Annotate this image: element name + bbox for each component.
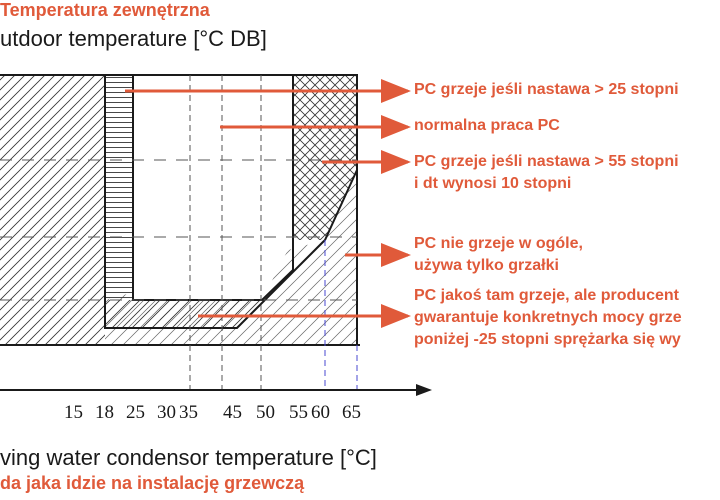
x-axis-title-en: ving water condensor temperature [°C] — [0, 445, 377, 470]
annotation-setpoint-25: PC grzeje jeśli nastawa > 25 stopni — [414, 81, 679, 98]
x-axis — [0, 384, 432, 396]
annotation-normal-operation: normalna praca PC — [414, 117, 560, 134]
region-setpoint-25 — [105, 75, 133, 300]
annotation-no-heat-line1: PC nie grzeje w ogóle, — [414, 235, 583, 252]
x-tick-label: 45 — [223, 402, 242, 423]
region-outlines — [0, 74, 360, 346]
x-tick-label: 65 — [342, 402, 361, 423]
y-axis-title-en: utdoor temperature [°C DB] — [0, 26, 267, 51]
annotation-limited-line3: poniżej -25 stopni sprężarka się wy — [414, 331, 681, 348]
annotation-arrows — [125, 79, 411, 328]
x-tick-label: 18 — [95, 402, 114, 423]
x-axis-arrowhead — [416, 384, 432, 396]
temperature-gridlines — [0, 159, 357, 301]
region-setpoint-55 — [293, 75, 357, 240]
x-tick-label: 35 — [179, 402, 198, 423]
x-tick-label: 60 — [311, 402, 330, 423]
x-tick-label: 30 — [157, 402, 176, 423]
x-tick-label: 25 — [126, 402, 145, 423]
annotation-setpoint-55-line1: PC grzeje jeśli nastawa > 55 stopni — [414, 153, 679, 170]
annotation-limited-line1: PC jakoś tam grzeje, ale producent — [414, 287, 679, 304]
y-axis-title-pl: Temperatura zewnętrzna — [0, 0, 210, 20]
region-normal — [133, 75, 293, 300]
x-tick-label: 50 — [256, 402, 275, 423]
x-tick-label: 15 — [64, 402, 83, 423]
region-limited-heat — [105, 300, 262, 328]
annotation-limited-line2: gwarantuje konkretnych mocy grze — [414, 309, 682, 326]
annotation-setpoint-55-line2: i dt wynosi 10 stopni — [414, 175, 572, 192]
x-axis-title-pl: da jaka idzie na instalację grzewczą — [0, 473, 305, 493]
annotation-no-heat-line2: używa tylko grzałki — [414, 257, 559, 274]
x-tick-label: 55 — [289, 402, 308, 423]
